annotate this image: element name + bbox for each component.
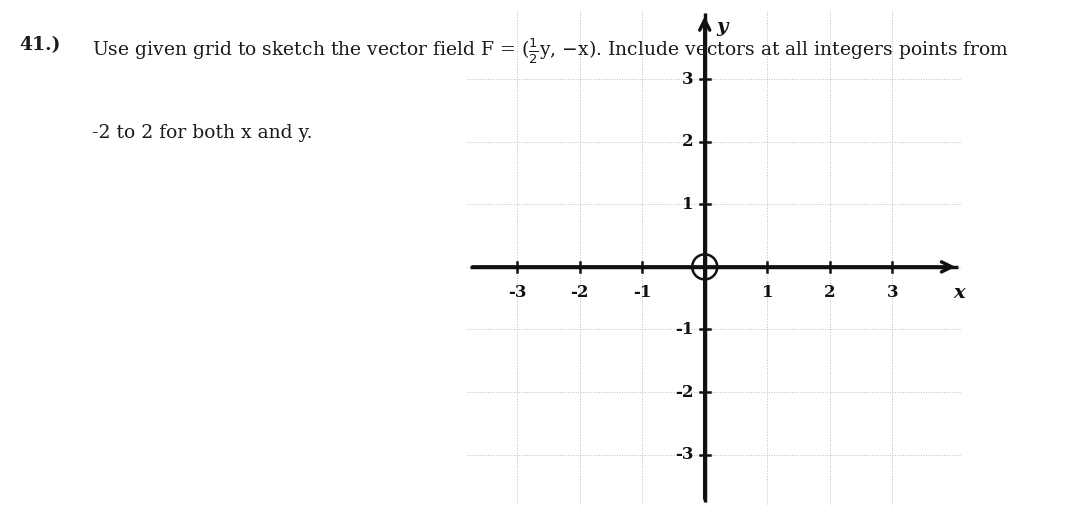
Text: -1: -1 [675,321,694,338]
Text: 1: 1 [682,196,694,213]
Text: y: y [716,18,727,36]
Text: -2: -2 [570,284,589,301]
Text: Use given grid to sketch the vector field F = ($\frac{1}{2}$y, $-$x). Include ve: Use given grid to sketch the vector fiel… [92,36,1008,65]
Text: x: x [954,284,965,302]
Text: -3: -3 [675,446,694,463]
Text: 2: 2 [824,284,835,301]
Text: 3: 3 [886,284,898,301]
Text: -2: -2 [675,384,694,401]
Text: 2: 2 [682,133,694,150]
Text: -3: -3 [507,284,526,301]
Text: -1: -1 [633,284,651,301]
Text: 3: 3 [682,71,694,88]
Text: 41.): 41.) [19,36,61,54]
Text: 1: 1 [762,284,773,301]
Text: -2 to 2 for both x and y.: -2 to 2 for both x and y. [92,124,313,142]
